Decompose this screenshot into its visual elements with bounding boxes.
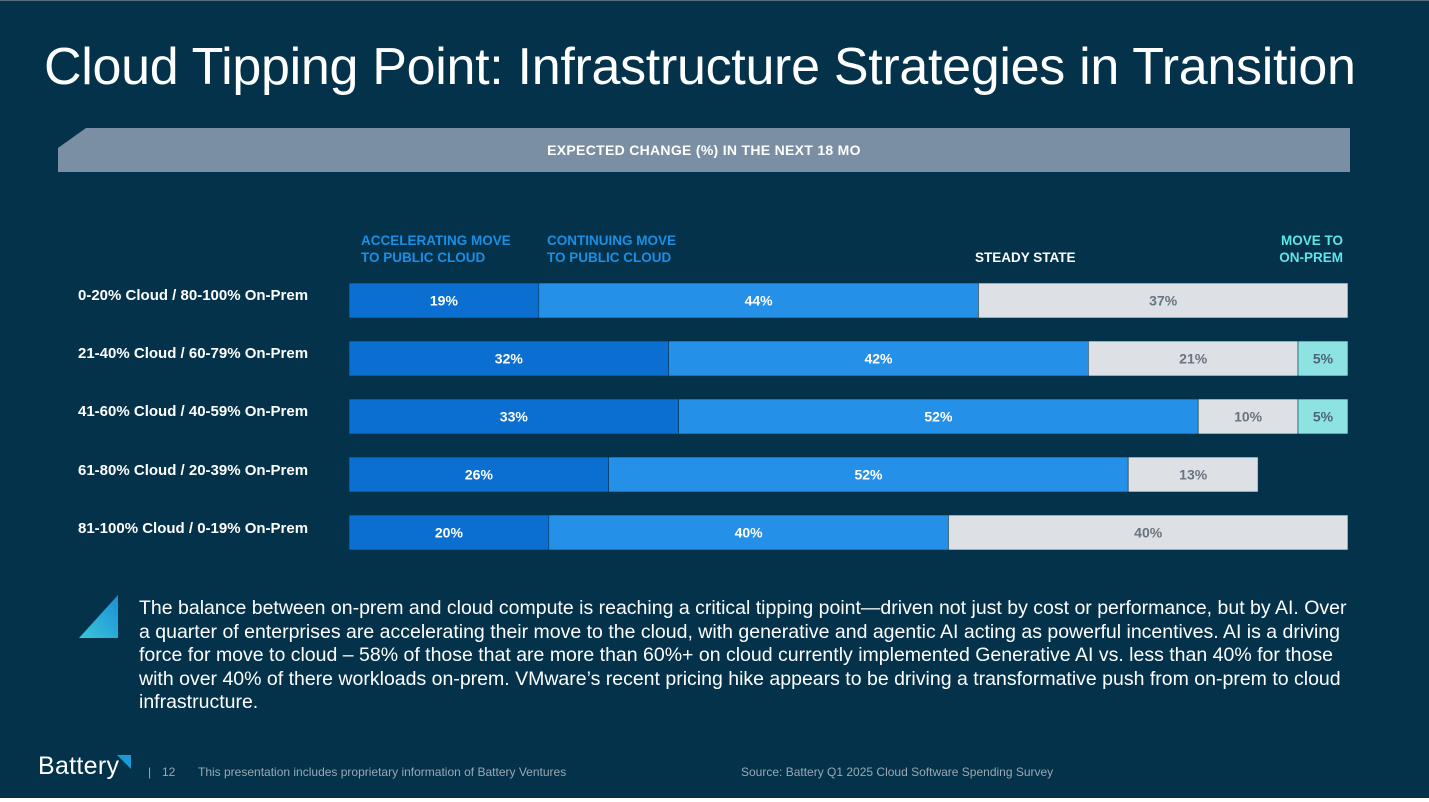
- footer-separator: |: [148, 765, 152, 779]
- bar-steady-row-3: [1197, 398, 1299, 435]
- triangle-icon: [79, 595, 118, 638]
- bar-steady-row-4: [1127, 456, 1259, 493]
- bar-continuing-row-5: [548, 514, 949, 551]
- row-label-2: 21-40% Cloud / 60-79% On-Prem: [78, 345, 309, 362]
- data-label-continuing-row-1: 44%: [745, 293, 774, 309]
- data-label-steady-row-3: 10%: [1234, 409, 1263, 425]
- row-label-5: 81-100% Cloud / 0-19% On-Prem: [78, 520, 309, 537]
- data-label-continuing-row-3: 52%: [924, 409, 953, 425]
- bar-accelerating-row-2: [348, 340, 670, 377]
- bar-on_prem-row-2: [1297, 340, 1349, 377]
- footer-note: This presentation includes proprietary i…: [198, 765, 567, 779]
- bar-continuing-row-3: [678, 398, 1199, 435]
- bar-accelerating-row-5: [348, 514, 550, 551]
- data-label-on_prem-row-2: 5%: [1313, 351, 1334, 367]
- bar-continuing-row-2: [668, 340, 1089, 377]
- page-number: 12: [162, 765, 176, 779]
- data-label-accelerating-row-2: 32%: [495, 351, 524, 367]
- data-label-accelerating-row-4: 26%: [465, 467, 494, 483]
- summary-text: The balance between on-prem and cloud co…: [139, 597, 1347, 713]
- bar-steady-row-1: [978, 282, 1349, 319]
- row-label-3: 41-60% Cloud / 40-59% On-Prem: [78, 403, 309, 420]
- data-label-continuing-row-4: 52%: [854, 467, 883, 483]
- legend-continuing: CONTINUING MOVE TO PUBLIC CLOUD: [547, 233, 677, 265]
- data-label-steady-row-1: 37%: [1149, 293, 1178, 309]
- data-label-steady-row-4: 13%: [1179, 467, 1208, 483]
- bar-accelerating-row-1: [348, 282, 540, 319]
- source-note: Source: Battery Q1 2025 Cloud Software S…: [741, 765, 1054, 779]
- banner-shape: [58, 128, 1350, 172]
- data-label-steady-row-5: 40%: [1134, 525, 1163, 541]
- data-label-on_prem-row-3: 5%: [1313, 409, 1334, 425]
- data-label-steady-row-2: 21%: [1179, 351, 1208, 367]
- bar-steady-row-5: [948, 514, 1349, 551]
- bar-continuing-row-1: [538, 282, 979, 319]
- chart-banner: EXPECTED CHANGE (%) IN THE NEXT 18 MO: [58, 128, 1350, 172]
- row-label-1: 0-20% Cloud / 80-100% On-Prem: [78, 287, 309, 304]
- battery-logo: Battery: [38, 752, 120, 780]
- data-label-continuing-row-5: 40%: [735, 525, 764, 541]
- legend-accelerating: ACCELERATING MOVE TO PUBLIC CLOUD: [361, 233, 511, 265]
- slide-title: Cloud Tipping Point: Infrastructure Stra…: [44, 38, 1356, 96]
- legend-steady: STEADY STATE: [975, 250, 1076, 265]
- bar-steady-row-2: [1088, 340, 1299, 377]
- data-label-accelerating-row-5: 20%: [435, 525, 464, 541]
- legend-on-prem: MOVE TO ON-PREM: [1279, 233, 1343, 265]
- row-label-4: 61-80% Cloud / 20-39% On-Prem: [78, 462, 309, 479]
- data-label-accelerating-row-1: 19%: [430, 293, 459, 309]
- data-label-continuing-row-2: 42%: [864, 351, 893, 367]
- bar-accelerating-row-3: [348, 398, 680, 435]
- bar-on_prem-row-3: [1297, 398, 1349, 435]
- chart-title: EXPECTED CHANGE (%) IN THE NEXT 18 MO: [547, 142, 861, 158]
- bar-continuing-row-4: [608, 456, 1129, 493]
- logo-mark-icon: [117, 755, 131, 769]
- data-label-accelerating-row-3: 33%: [500, 409, 529, 425]
- bar-accelerating-row-4: [348, 456, 610, 493]
